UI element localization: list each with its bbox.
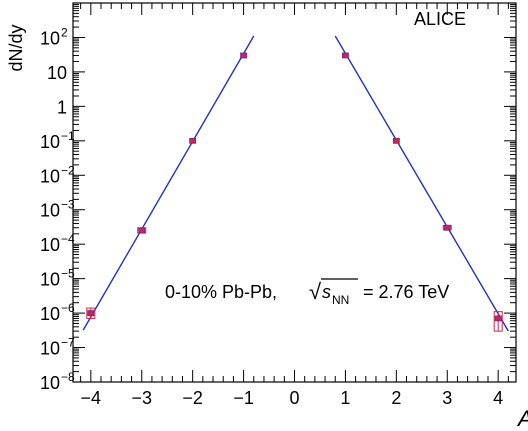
marker: [342, 52, 349, 59]
sqrt-symbol: √: [309, 279, 322, 304]
y-tick-label: 10: [40, 28, 60, 48]
x-tick-label: 0: [289, 388, 299, 408]
y-tick-label: 10: [40, 201, 60, 221]
marker: [138, 227, 146, 234]
y-tick-exponent: −1: [61, 129, 75, 143]
marker: [443, 224, 451, 231]
fit-line: [334, 35, 509, 332]
data-point: [392, 137, 400, 144]
y-tick-exponent: −4: [61, 232, 75, 246]
s-letter: s: [322, 282, 331, 302]
y-tick-exponent: −3: [61, 198, 75, 212]
data-point: [442, 224, 452, 231]
energy-suffix: = 2.76 TeV: [358, 282, 449, 302]
plot-frame: [72, 2, 517, 383]
y-axis-title: dN/dy: [6, 24, 26, 71]
y-tick-exponent: −5: [61, 267, 75, 281]
data-point: [342, 52, 349, 59]
fit-line: [82, 35, 255, 331]
collision-system-label: 0-10% Pb-Pb, √ s NN = 2.76 TeV: [165, 278, 449, 307]
marker: [392, 137, 400, 144]
data-point: [189, 137, 197, 144]
collision-system-prefix: 0-10% Pb-Pb,: [165, 282, 282, 302]
y-tick-exponent: −2: [61, 163, 75, 177]
x-tick-label: 2: [391, 388, 401, 408]
y-tick-exponent: −8: [61, 370, 75, 384]
marker: [494, 315, 502, 322]
systematic-box: [493, 311, 503, 332]
experiment-label: ALICE: [414, 9, 466, 29]
y-tick-exponent: −7: [61, 336, 75, 350]
y-tick-label: 10: [40, 304, 60, 324]
x-tick-label: 4: [493, 388, 503, 408]
y-tick-label: 10: [40, 132, 60, 152]
x-tick-label: −1: [233, 388, 254, 408]
data-point: [493, 311, 503, 332]
data-point: [137, 227, 147, 234]
x-tick-label: −3: [131, 388, 152, 408]
x-axis-title: A: [516, 406, 528, 431]
y-tick-label: 10: [40, 166, 60, 186]
marker: [240, 52, 247, 59]
x-tick-label: −4: [81, 388, 102, 408]
x-tick-label: 1: [340, 388, 350, 408]
marker: [189, 137, 197, 144]
data-point: [240, 52, 247, 59]
y-tick-exponent: −6: [61, 301, 75, 315]
y-tick-label: 10: [40, 373, 60, 393]
y-tick-label: 1: [57, 97, 67, 117]
y-tick-label: 10: [40, 339, 60, 359]
y-tick-label: 10: [40, 270, 60, 290]
y-tick-exponent: 2: [61, 25, 68, 39]
y-tick-label: 10: [47, 63, 67, 83]
x-tick-label: 3: [442, 388, 452, 408]
s-subscript: NN: [332, 293, 349, 307]
data-point: [86, 307, 96, 319]
x-tick-label: −2: [182, 388, 203, 408]
marker: [87, 310, 95, 316]
systematic-box: [86, 307, 96, 319]
y-tick-label: 10: [40, 235, 60, 255]
